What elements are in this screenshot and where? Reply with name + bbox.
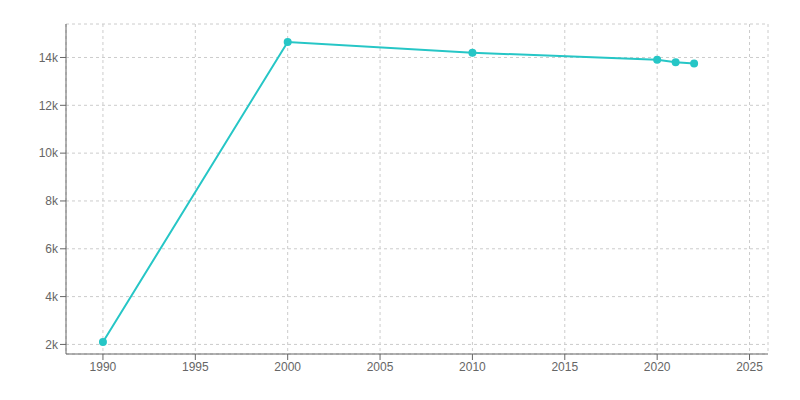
svg-text:2020: 2020 [644, 360, 671, 374]
svg-text:2k: 2k [45, 338, 59, 352]
svg-text:14k: 14k [39, 51, 59, 65]
svg-text:2010: 2010 [459, 360, 486, 374]
svg-text:2015: 2015 [551, 360, 578, 374]
svg-text:6k: 6k [45, 242, 59, 256]
svg-text:8k: 8k [45, 194, 59, 208]
svg-text:2025: 2025 [736, 360, 763, 374]
svg-text:4k: 4k [45, 290, 59, 304]
svg-text:1995: 1995 [182, 360, 209, 374]
svg-text:2000: 2000 [274, 360, 301, 374]
svg-text:12k: 12k [39, 99, 59, 113]
svg-text:1990: 1990 [90, 360, 117, 374]
svg-text:2005: 2005 [367, 360, 394, 374]
svg-text:10k: 10k [39, 146, 59, 160]
